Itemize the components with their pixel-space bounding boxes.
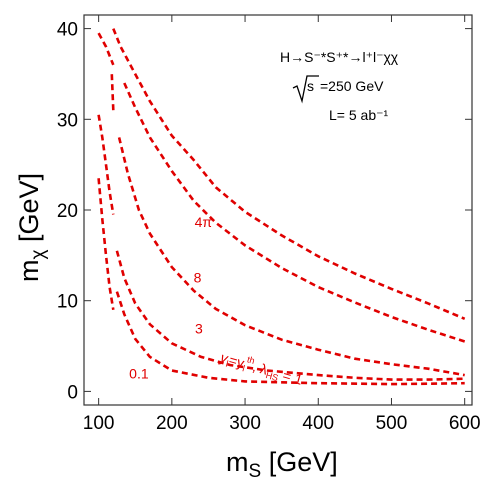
y-tick-label: 40 xyxy=(57,20,78,41)
curve-labels: 4π 8 3 0.1 xyxy=(129,214,212,381)
anno-eq: =y xyxy=(227,351,246,371)
series-2-line-0 xyxy=(97,114,115,215)
series-4-label: 0.1 xyxy=(129,366,149,382)
series-0-label: 4π xyxy=(195,214,213,230)
x-axis-label-main: m xyxy=(226,447,249,477)
sqrt-icon xyxy=(292,75,319,104)
y-axis-label: mχ [GeV] xyxy=(14,173,49,282)
energy-annotation: s =250 GeV xyxy=(292,75,384,104)
series-1-line-0 xyxy=(97,32,115,66)
x-tick-label: 200 xyxy=(156,413,188,434)
anno-lambda-sub: HS xyxy=(265,370,280,383)
x-tick-label: 600 xyxy=(449,413,481,434)
series-1-line-2 xyxy=(123,82,466,343)
x-axis-label-sub: S xyxy=(249,461,262,482)
series-2-label: 3 xyxy=(195,320,203,336)
series-4-line-0 xyxy=(115,291,465,386)
svg-text:mS [GeV]: mS [GeV] xyxy=(226,447,338,482)
y-axis-label-unit: [GeV] xyxy=(14,173,44,242)
anno-lambda: , λ xyxy=(251,358,270,377)
energy-value: =250 GeV xyxy=(320,78,384,94)
svg-text:yl=ylth, λHS = 1: yl=ylth, λHS = 1 xyxy=(217,347,305,390)
anno-eq-sub: l xyxy=(241,363,246,373)
y-tick-label: 20 xyxy=(57,201,78,222)
series-1-label: 8 xyxy=(194,270,202,286)
x-axis-label: mS [GeV] xyxy=(226,447,338,482)
series-3-line-1 xyxy=(115,250,465,381)
y-axis-label-sub: χ xyxy=(28,250,49,260)
series-2-line-1 xyxy=(117,137,465,377)
luminosity-annotation: L= 5 ab⁻¹ xyxy=(329,107,388,123)
curves xyxy=(97,28,466,386)
svg-text:mχ [GeV]: mχ [GeV] xyxy=(14,173,49,282)
y-tick-label: 0 xyxy=(67,382,78,403)
x-tick-label: 500 xyxy=(376,413,408,434)
series-1-line-1 xyxy=(110,73,115,111)
energy-sqrt-symbol: s xyxy=(307,78,314,94)
y-tick-label: 30 xyxy=(57,110,78,131)
x-tick-label: 300 xyxy=(229,413,261,434)
x-axis-label-unit: [GeV] xyxy=(269,447,338,477)
process-annotation: H→S⁻*S⁺*→l⁺l⁻χχ xyxy=(280,49,399,65)
yukawa-annotation: yl=ylth, λHS = 1 xyxy=(217,347,305,390)
ticks: 100 200 300 400 500 600 0 10 20 30 40 xyxy=(57,15,481,434)
series-0-line-0 xyxy=(112,28,466,320)
anno-eq-sup: th xyxy=(246,354,256,366)
anno-value: = 1 xyxy=(277,366,304,388)
anno-y-sub: l xyxy=(225,359,230,369)
x-tick-label: 100 xyxy=(83,413,115,434)
x-tick-label: 400 xyxy=(302,413,334,434)
y-axis-label-main: m xyxy=(14,260,44,283)
y-tick-label: 10 xyxy=(57,292,78,313)
